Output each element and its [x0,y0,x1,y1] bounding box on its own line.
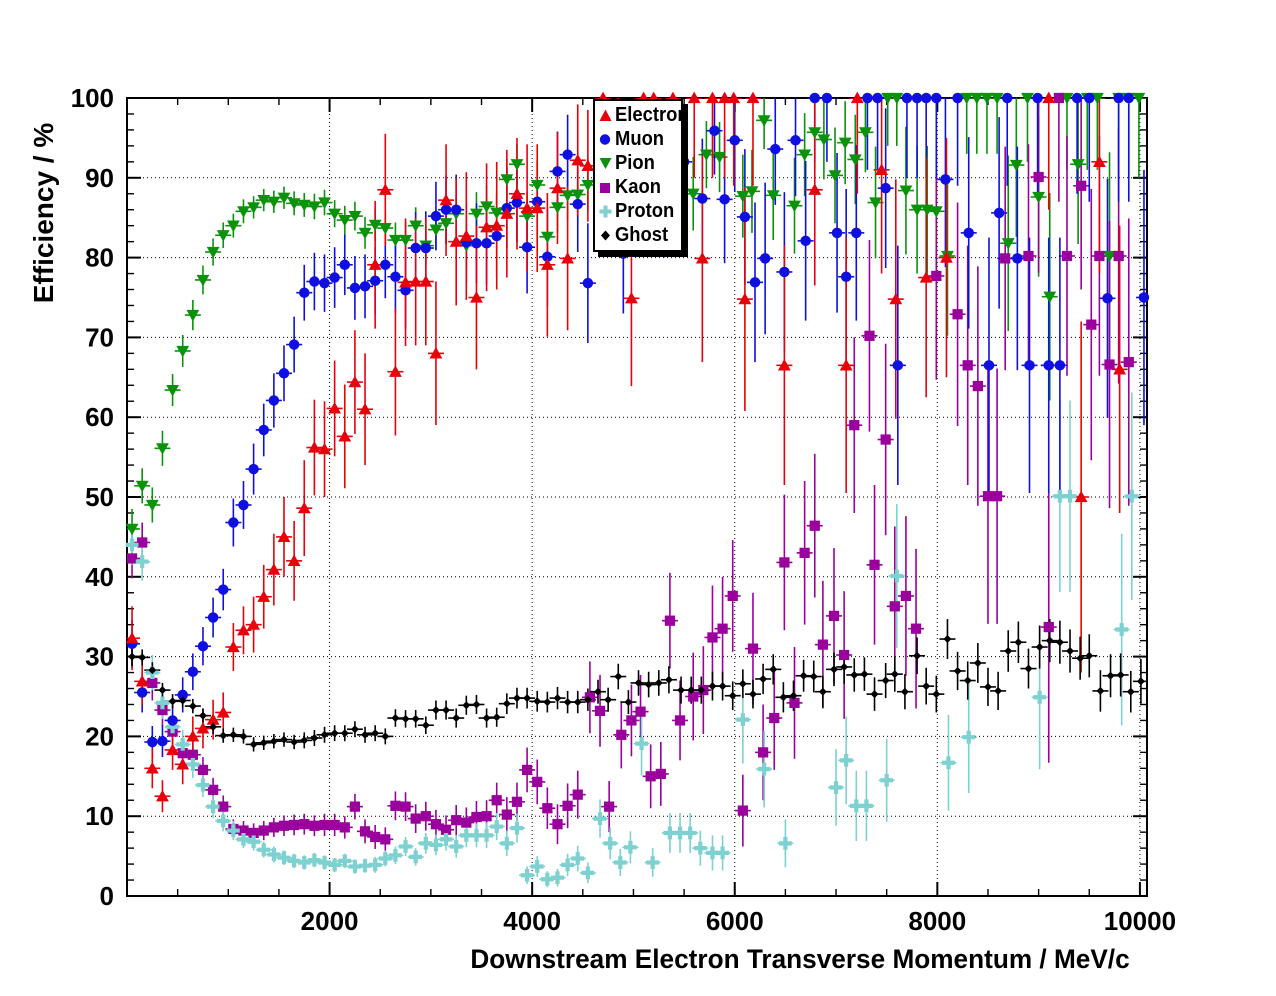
series-muon-markers [126,92,1150,748]
legend-item-kaon: Kaon [598,176,681,199]
x-tick-label: 4000 [503,906,561,936]
y-axis-title: Efficiency / % [28,122,59,304]
y-tick-label: 100 [71,83,114,113]
y-tick-label: 90 [85,163,114,193]
x-tick-label: 8000 [908,906,966,936]
series-kaon-markers [126,92,1134,845]
legend-label: Kaon [615,176,661,199]
x-axis-title: Downstream Electron Transverse Momentum … [470,944,1130,974]
legend: Electron Muon Pion Kaon Proton [593,99,689,252]
x-tick-label: 10000 [1104,906,1176,936]
ghost-marker-icon [601,230,610,241]
proton-marker-icon [599,205,612,218]
y-tick-label: 40 [85,562,114,592]
y-tick-label: 60 [85,402,114,432]
legend-item-electron: Electron [598,104,689,127]
y-tick-label: 10 [85,801,114,831]
electron-marker-icon [599,109,612,121]
series-electron-markers [125,91,1127,802]
series-ghost-markers [128,635,1145,749]
legend-item-proton: Proton [598,200,681,223]
y-tick-label: 30 [85,642,114,672]
grid [127,98,1147,896]
pion-marker-icon [599,157,612,169]
y-tick-label: 20 [85,721,114,751]
series-proton-markers [125,489,1139,886]
legend-label: Electron [615,103,689,126]
legend-item-pion: Pion [598,152,681,175]
x-tick-label: 6000 [706,906,764,936]
y-tick-label: 70 [85,322,114,352]
series-pion-markers [125,92,1146,536]
legend-label: Pion [615,151,655,174]
y-tick-label: 50 [85,482,114,512]
legend-item-ghost: Ghost [598,224,681,247]
x-tick-label: 2000 [301,906,359,936]
muon-marker-icon [599,134,611,145]
legend-label: Proton [615,200,675,223]
y-tick-label: 0 [100,881,114,911]
legend-label: Ghost [615,224,669,247]
legend-label: Muon [615,127,665,150]
data-markers [125,91,1150,886]
tick-labels: 2000 4000 6000 8000 10000 0 10 20 30 40 50 60 70 80 90… [71,83,1176,936]
kaon-marker-icon [600,183,610,194]
y-tick-label: 80 [85,243,114,273]
legend-item-muon: Muon [598,128,681,151]
